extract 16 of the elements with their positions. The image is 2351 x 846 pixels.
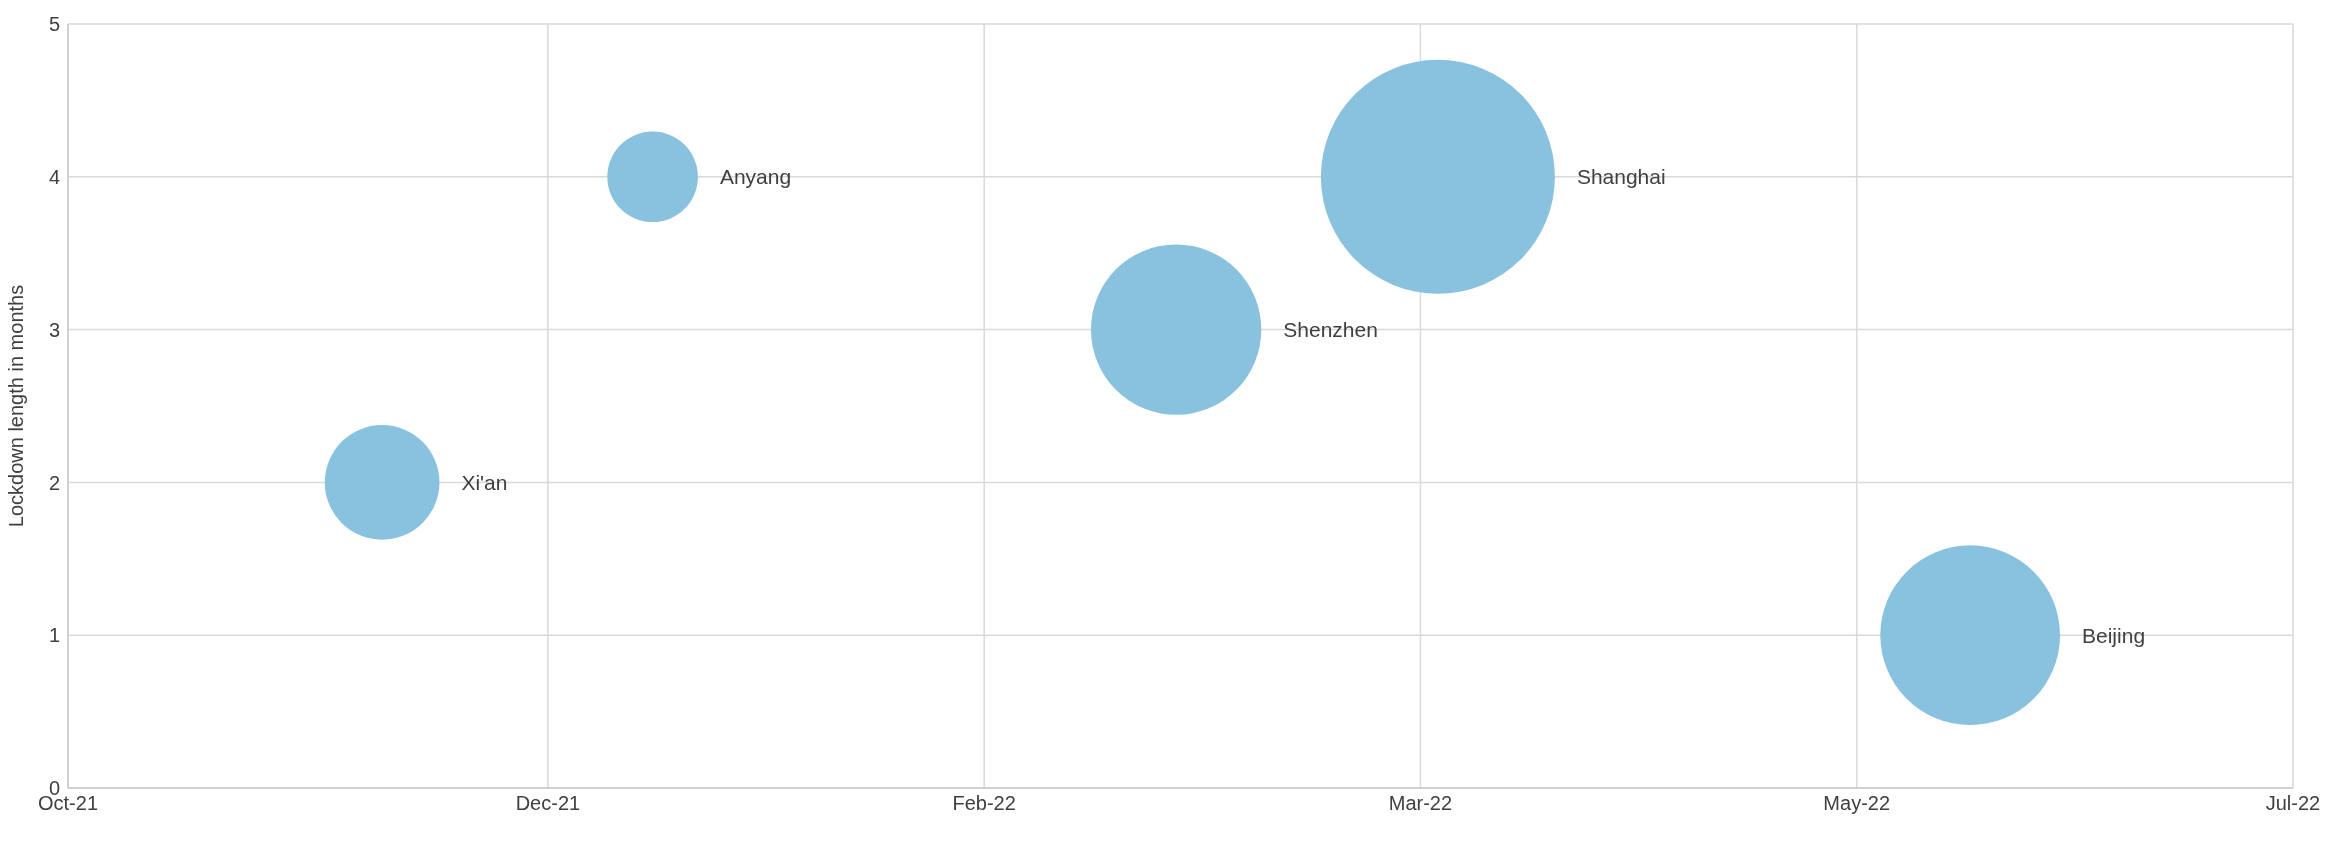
series-label: Xi'an: [461, 470, 508, 494]
series-label: Anyang: [719, 165, 792, 189]
y-axis-title: Lockdown length in months: [5, 284, 28, 528]
x-tick-label: Jul-22: [2265, 792, 2321, 815]
x-tick-label: Feb-22: [952, 792, 1016, 815]
y-tick-label: 3: [48, 318, 60, 341]
y-tick-label: 4: [48, 165, 60, 188]
y-tick-label: 2: [48, 471, 60, 494]
series-label: Shenzhen: [1283, 318, 1378, 342]
x-tick-label: Dec-21: [515, 792, 581, 815]
x-tick-label: Mar-22: [1388, 792, 1453, 815]
y-tick-label: 1: [48, 624, 60, 647]
series-label: Beijing: [2082, 623, 2146, 647]
x-tick-label: May-22: [1823, 792, 1891, 815]
y-tick-label: 5: [48, 13, 60, 36]
series-label: Shanghai: [1576, 165, 1666, 189]
